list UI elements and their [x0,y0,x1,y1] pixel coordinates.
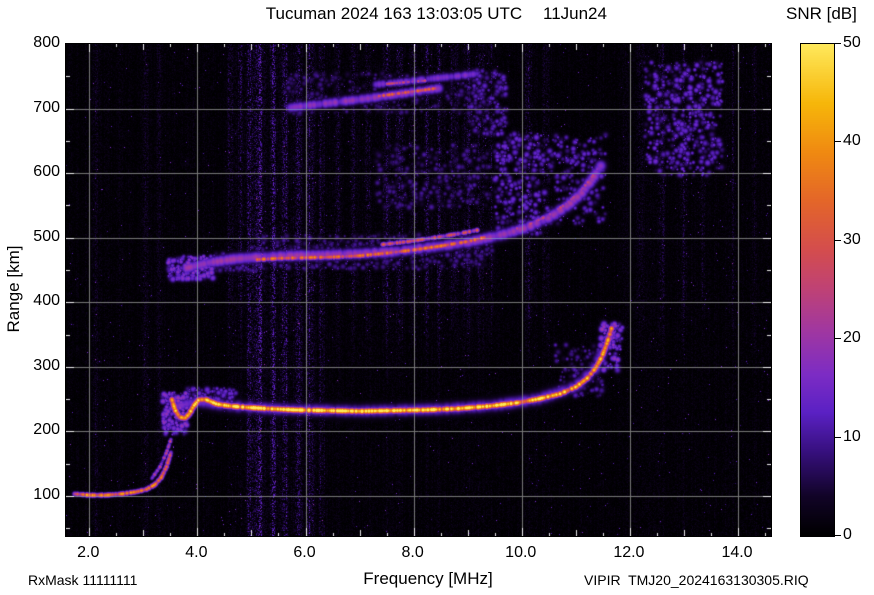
colorbar-tick-mark [835,535,841,536]
plot-date-label: 11Jun24 [543,4,607,23]
colorbar-title: SNR [dB] [786,4,857,23]
y-tick-label: 800 [33,34,60,51]
x-tick-label: 4.0 [185,544,208,561]
colorbar-tick-mark [835,436,841,438]
y-tick-label: 500 [33,227,60,245]
y-tick-label: 700 [33,98,60,116]
data-file-label: VIPIR TMJ20_2024163130305.RIQ [584,572,809,588]
x-tick-label: 10.0 [505,544,537,561]
colorbar-tick-label: 50 [843,34,861,51]
colorbar-tick-mark [835,338,841,340]
rxmask-label: RxMask 11111111 [28,572,138,588]
y-tick-label: 600 [33,163,60,181]
plot-title: Tucuman 2024 163 13:03:05 UTC [265,4,523,23]
colorbar-tick-label: 0 [843,526,852,543]
x-tick-label: 2.0 [77,544,100,561]
x-axis-label: Frequency [MHz] [363,569,493,588]
colorbar-tick-mark [835,239,841,241]
colorbar-tick-mark [835,43,841,44]
y-tick-label: 200 [33,421,60,439]
ionogram-heatmap [65,43,772,537]
colorbar-gradient [800,43,835,537]
colorbar-tick-mark [835,141,841,143]
y-tick-label: 300 [33,356,60,374]
x-tick-label: 6.0 [293,544,316,561]
y-tick-label: 100 [33,485,60,503]
x-tick-label: 14.0 [721,544,753,561]
colorbar-tick-label: 30 [843,230,861,248]
x-tick-label: 12.0 [613,544,645,561]
colorbar-tick-label: 40 [843,132,861,150]
y-tick-label: 400 [33,292,60,310]
colorbar-tick-label: 20 [843,329,861,347]
y-axis-label: Range [km] [4,245,23,333]
colorbar-tick-label: 10 [843,427,861,445]
x-tick-label: 8.0 [401,544,424,561]
